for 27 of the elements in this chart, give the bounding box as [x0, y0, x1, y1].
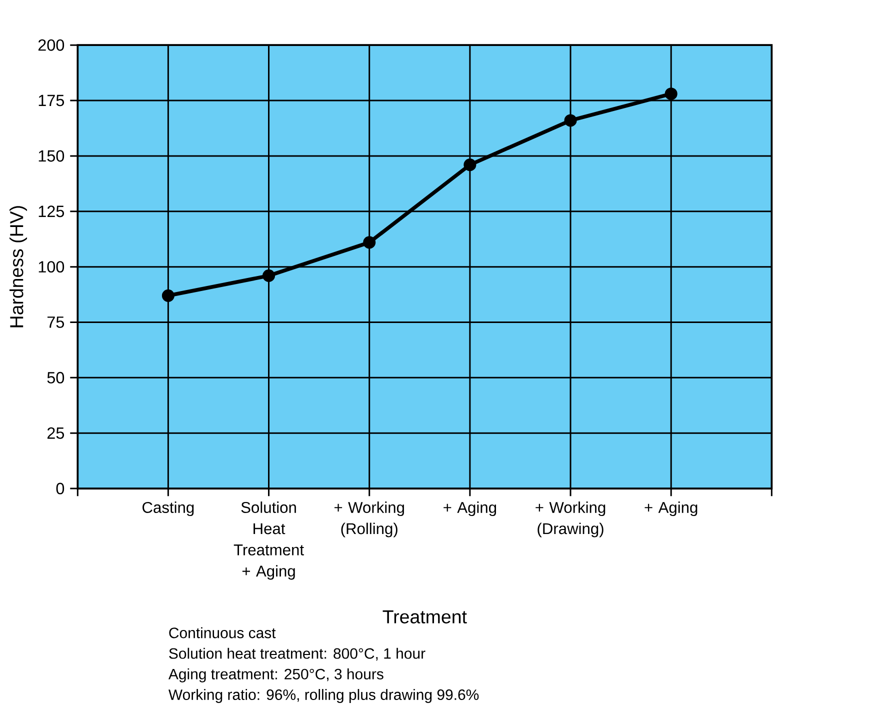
y-tick-label: 150 [38, 150, 64, 162]
y-tick-label: 25 [47, 427, 64, 439]
x-tick-label: Casting [142, 502, 194, 516]
y-axis-title: Hardness (HV) [10, 206, 27, 328]
x-tick-label: Solution Heat Treatment + Aging [234, 502, 304, 580]
x-tick-label: + Working (Rolling) [334, 502, 404, 538]
y-tick-label: 200 [38, 39, 64, 51]
x-tick-label: + Aging [644, 502, 698, 516]
y-tick-label: 175 [38, 94, 64, 106]
point [664, 88, 678, 100]
x-axis-title: Treatment [382, 610, 467, 624]
x-tick-label: + Working (Drawing) [536, 502, 606, 538]
y-tick-label: 100 [38, 261, 64, 273]
point [262, 269, 276, 282]
text: Solution heat treatment: 800°C, 1 hour [169, 648, 426, 661]
y-tick-label: 50 [47, 372, 64, 384]
x-tick-label: + Aging [444, 502, 496, 516]
point [162, 289, 174, 302]
y-tick-label: 0 [56, 482, 64, 494]
point [464, 158, 476, 172]
point [564, 114, 577, 127]
y-tick-label: 125 [38, 206, 64, 218]
y-tick-label: 75 [47, 316, 64, 328]
text: Continuous cast [169, 627, 276, 638]
text: Working ratio: 96%, rolling plus drawing 99.6% [168, 689, 479, 704]
point [363, 236, 376, 249]
text: Aging treatment: 250°C, 3 hours [168, 668, 384, 682]
